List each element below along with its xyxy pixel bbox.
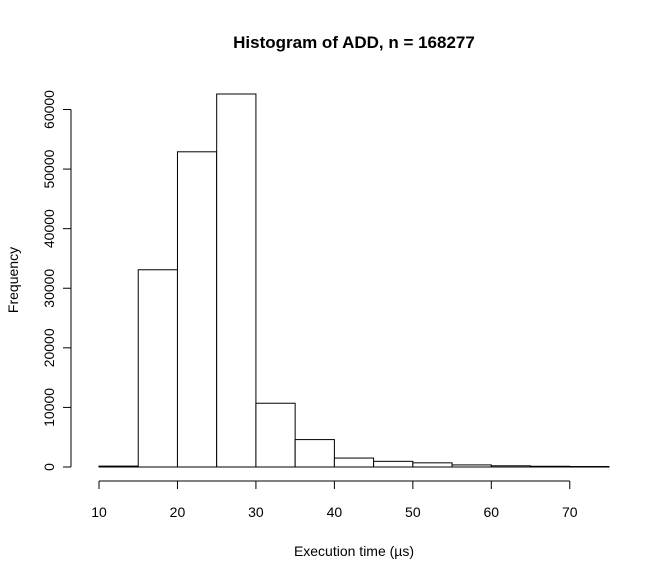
histogram-bar [333,457,375,468]
y-tick-label: 40000 [41,209,57,248]
x-tick-label: 50 [405,504,421,520]
y-axis: 0 10000 20000 30000 40000 50000 60000 [41,90,72,471]
y-tick-label: 50000 [41,149,57,188]
x-tick-label: 10 [91,504,107,520]
histogram-bar [216,93,257,468]
x-tick-label: 70 [562,504,578,520]
bars-group [98,93,610,468]
x-axis: 10 20 30 40 50 60 70 [91,480,578,520]
histogram-bar [255,402,296,468]
y-tick-label: 30000 [41,269,57,308]
y-axis-label: Frequency [5,247,21,313]
x-tick-label: 60 [484,504,500,520]
x-tick-label: 20 [170,504,186,520]
histogram-bar [530,465,571,468]
histogram-bar [137,269,178,468]
y-tick-label: 60000 [41,90,57,129]
y-tick-label: 0 [41,463,57,471]
x-tick-label: 40 [327,504,343,520]
histogram-bar [373,460,414,468]
x-tick-label: 30 [248,504,264,520]
histogram-bar [451,464,492,468]
histogram-bar [98,465,139,468]
histogram-bar [294,439,335,468]
histogram-bar [412,462,453,468]
histogram-bar [569,466,610,468]
x-axis-label: Execution time (µs) [294,543,414,559]
histogram-bar [176,151,218,468]
chart-title: Histogram of ADD, n = 168277 [233,33,475,52]
histogram-bar [490,465,532,468]
y-tick-label: 10000 [41,388,57,427]
y-tick-label: 20000 [41,328,57,367]
